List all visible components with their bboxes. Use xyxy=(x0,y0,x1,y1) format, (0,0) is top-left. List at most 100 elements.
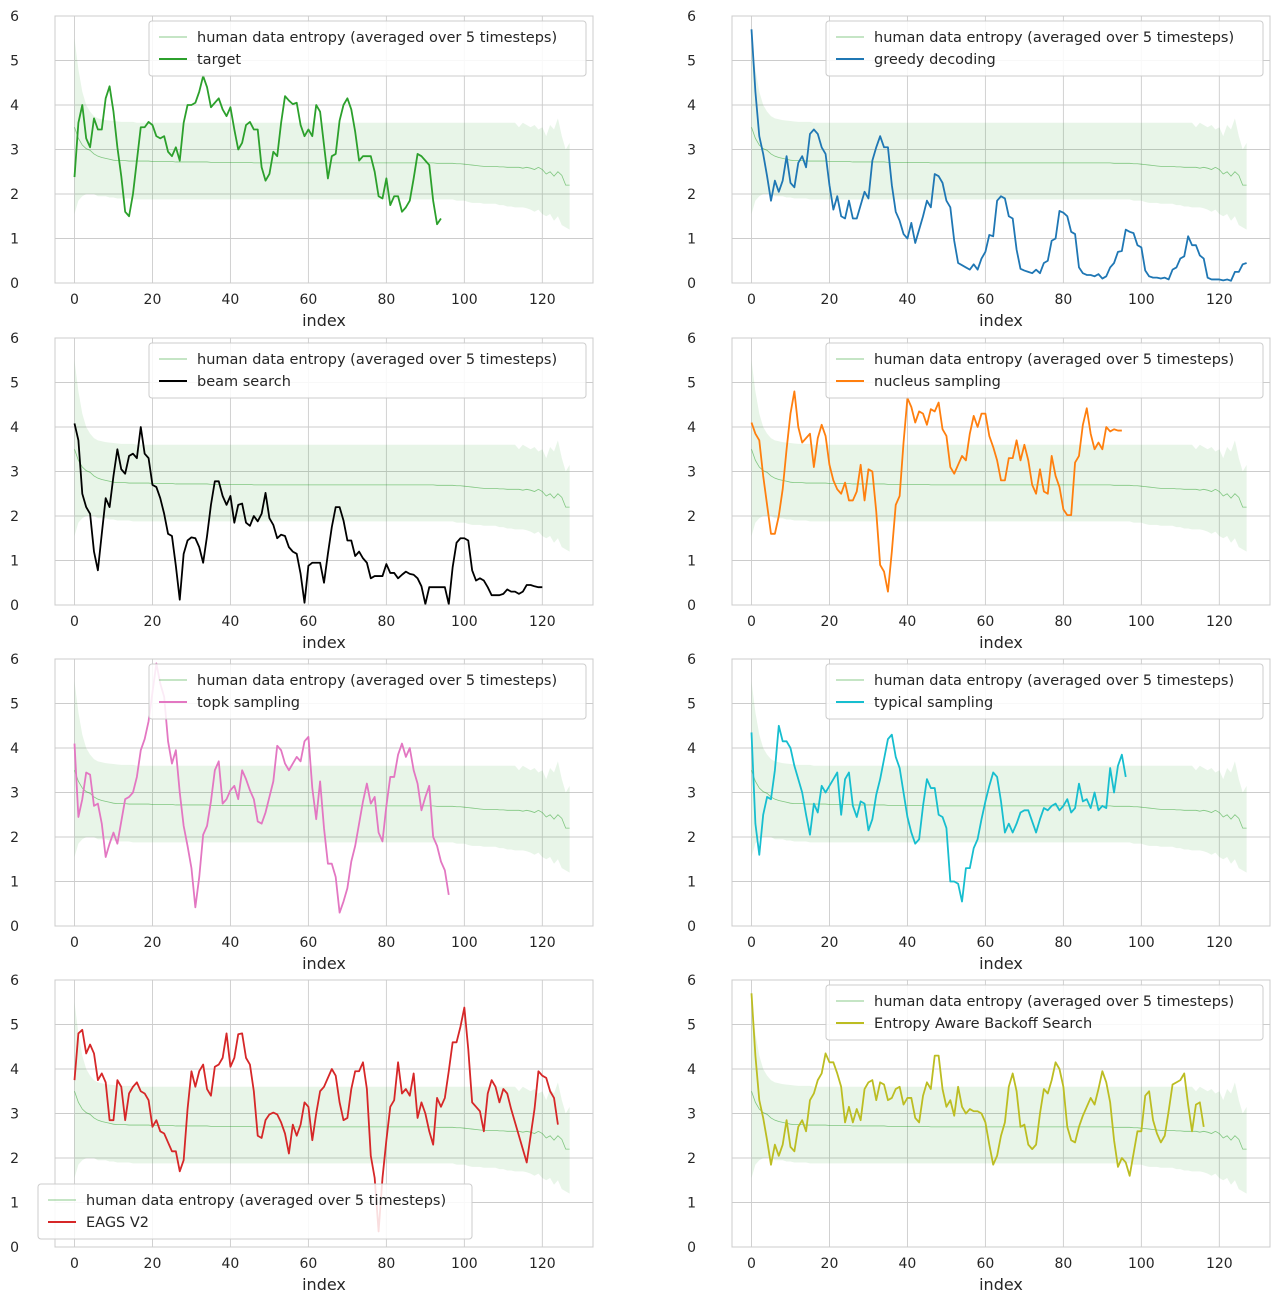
y-tick-label: 3 xyxy=(687,1107,696,1123)
legend-box xyxy=(148,342,587,399)
y-tick-label: 1 xyxy=(10,232,19,248)
x-tick-label: 20 xyxy=(821,1256,839,1272)
y-tick-label: 2 xyxy=(687,187,696,203)
x-tick-label: 40 xyxy=(222,935,240,951)
legend: human data entropy (averaged over 5 time… xyxy=(825,984,1264,1041)
x-tick-label: 20 xyxy=(821,292,839,308)
x-tick-label: 100 xyxy=(1128,1256,1155,1272)
x-tick-label: 120 xyxy=(1206,935,1233,951)
x-axis-label: index xyxy=(979,633,1023,652)
y-tick-label: 4 xyxy=(687,420,696,436)
x-tick-label: 40 xyxy=(899,1256,917,1272)
x-tick-label: 60 xyxy=(299,935,317,951)
axes-frame xyxy=(731,337,1271,606)
x-tick-label: 120 xyxy=(529,1256,556,1272)
legend-label-series: typical sampling xyxy=(874,695,993,711)
legend-label-human: human data entropy (averaged over 5 time… xyxy=(197,30,557,46)
x-tick-label: 100 xyxy=(1128,292,1155,308)
legend-label-series: nucleus sampling xyxy=(874,374,1001,390)
x-tick-label: 120 xyxy=(1206,1256,1233,1272)
y-tick-label: 5 xyxy=(10,697,19,713)
y-tick-label: 6 xyxy=(10,331,19,347)
human-entropy-band xyxy=(74,360,570,552)
x-tick-label: 100 xyxy=(451,614,478,630)
y-tick-label: 3 xyxy=(10,143,19,159)
y-tick-label: 3 xyxy=(10,465,19,481)
y-tick-label: 5 xyxy=(687,1018,696,1034)
x-tick-label: 60 xyxy=(976,935,994,951)
y-tick-label: 1 xyxy=(687,1196,696,1212)
x-tick-label: 60 xyxy=(976,1256,994,1272)
y-tick-label: 2 xyxy=(687,830,696,846)
y-tick-label: 2 xyxy=(687,509,696,525)
y-tick-label: 2 xyxy=(687,1151,696,1167)
y-tick-label: 3 xyxy=(10,786,19,802)
legend-label-series: beam search xyxy=(197,374,291,390)
human-entropy-band xyxy=(751,681,1247,873)
x-tick-label: 100 xyxy=(451,292,478,308)
legend: human data entropy (averaged over 5 time… xyxy=(37,1183,473,1240)
y-tick-label: 6 xyxy=(687,973,696,989)
y-tick-label: 5 xyxy=(687,376,696,392)
y-tick-label: 3 xyxy=(687,143,696,159)
legend-label-series: greedy decoding xyxy=(874,52,996,68)
x-tick-label: 0 xyxy=(747,614,756,630)
y-tick-label: 0 xyxy=(687,276,696,292)
x-tick-label: 100 xyxy=(1128,935,1155,951)
x-tick-label: 60 xyxy=(299,1256,317,1272)
legend-label-human: human data entropy (averaged over 5 time… xyxy=(874,352,1234,368)
y-tick-label: 2 xyxy=(10,1151,19,1167)
x-axis-label: index xyxy=(979,954,1023,973)
y-tick-label: 0 xyxy=(10,1240,19,1256)
y-tick-label: 1 xyxy=(687,875,696,891)
x-tick-label: 20 xyxy=(144,935,162,951)
human-entropy-band xyxy=(74,681,570,873)
y-tick-label: 4 xyxy=(687,741,696,757)
y-tick-label: 5 xyxy=(687,54,696,70)
y-tick-label: 6 xyxy=(10,973,19,989)
human-entropy-band xyxy=(751,1002,1247,1194)
axes-frame xyxy=(54,337,594,606)
human-entropy-mean-line xyxy=(74,127,570,186)
y-tick-label: 4 xyxy=(687,1062,696,1078)
x-axis-label: index xyxy=(302,633,346,652)
x-axis-label: index xyxy=(979,1275,1023,1294)
x-tick-label: 60 xyxy=(299,292,317,308)
series-line-entropy-aware-backoff-search xyxy=(750,993,1205,1177)
y-tick-label: 5 xyxy=(10,54,19,70)
human-entropy-mean-line xyxy=(751,1091,1247,1150)
series-line-typical-sampling xyxy=(750,724,1127,903)
x-axis-label: index xyxy=(979,311,1023,330)
x-axis-label: index xyxy=(302,1275,346,1294)
human-entropy-band xyxy=(74,1002,570,1194)
x-tick-label: 40 xyxy=(222,1256,240,1272)
x-tick-label: 0 xyxy=(747,935,756,951)
y-tick-label: 1 xyxy=(10,554,19,570)
x-tick-label: 40 xyxy=(222,292,240,308)
x-tick-label: 40 xyxy=(899,292,917,308)
y-tick-label: 0 xyxy=(687,1240,696,1256)
x-tick-label: 0 xyxy=(70,292,79,308)
y-tick-label: 0 xyxy=(687,919,696,935)
human-entropy-band xyxy=(751,38,1247,230)
x-tick-label: 120 xyxy=(1206,292,1233,308)
y-tick-label: 6 xyxy=(10,652,19,668)
y-tick-label: 4 xyxy=(10,741,19,757)
y-tick-label: 0 xyxy=(687,598,696,614)
axes-frame xyxy=(731,15,1271,284)
legend-box xyxy=(148,20,587,77)
y-tick-label: 5 xyxy=(687,697,696,713)
x-tick-label: 80 xyxy=(377,1256,395,1272)
y-tick-label: 1 xyxy=(687,232,696,248)
y-tick-label: 4 xyxy=(10,1062,19,1078)
legend-label-human: human data entropy (averaged over 5 time… xyxy=(197,352,557,368)
x-tick-label: 120 xyxy=(529,935,556,951)
legend-box xyxy=(825,20,1264,77)
x-tick-label: 100 xyxy=(451,935,478,951)
x-tick-label: 40 xyxy=(222,614,240,630)
